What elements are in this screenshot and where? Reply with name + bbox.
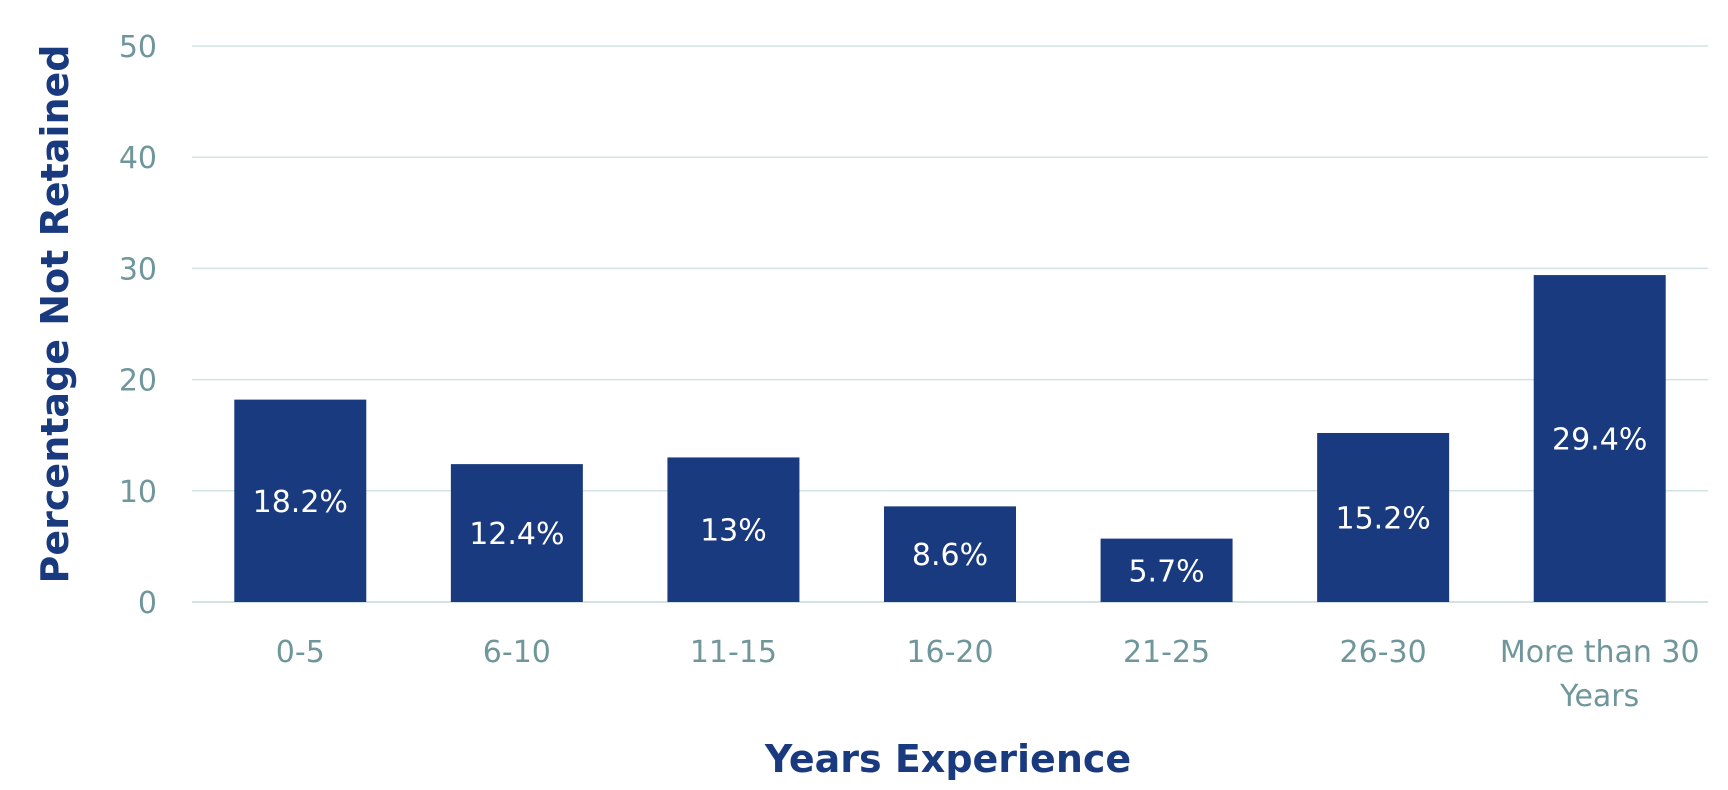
data-label: 18.2% [253,485,348,520]
bar [1533,275,1666,602]
bar [667,457,800,602]
bar [234,399,367,602]
bars: 18.2% 12.4% 13% 8.6% 5.7% 15.2% 29.4% [234,275,1666,602]
bar [1317,432,1450,602]
bar [884,506,1016,602]
bar [450,464,583,602]
y-axis-title: Percentage Not Retained [33,45,77,584]
y-tick-label: 50 [119,30,157,65]
x-axis-title: Years Experience [764,737,1131,781]
y-tick-label: 10 [119,475,157,510]
data-label: 29.4% [1552,423,1647,458]
x-tick-label: 16-20 [906,635,993,670]
y-axis-ticks: 0 10 20 30 40 50 [119,30,157,621]
y-tick-label: 40 [119,141,157,176]
data-label: 13% [700,514,767,549]
data-label: 12.4% [469,517,564,552]
gridlines [192,45,1708,603]
y-tick-label: 30 [119,252,157,287]
y-tick-label: 20 [119,364,157,399]
data-label: 5.7% [1128,554,1204,589]
x-tick-label: 6-10 [483,635,551,670]
x-tick-label: 11-15 [690,635,777,670]
x-tick-label: 26-30 [1340,635,1427,670]
x-tick-label: More than 30 Years [1500,635,1700,714]
y-tick-label: 0 [138,586,157,621]
x-tick-label: 21-25 [1123,635,1210,670]
x-axis-ticks: 0-5 6-10 11-15 16-20 21-25 26-30 More than 30 Y… [276,635,1700,714]
data-label: 8.6% [912,538,988,573]
x-tick-label: 0-5 [276,635,325,670]
data-label: 15.2% [1335,501,1430,536]
bar [1100,538,1233,602]
